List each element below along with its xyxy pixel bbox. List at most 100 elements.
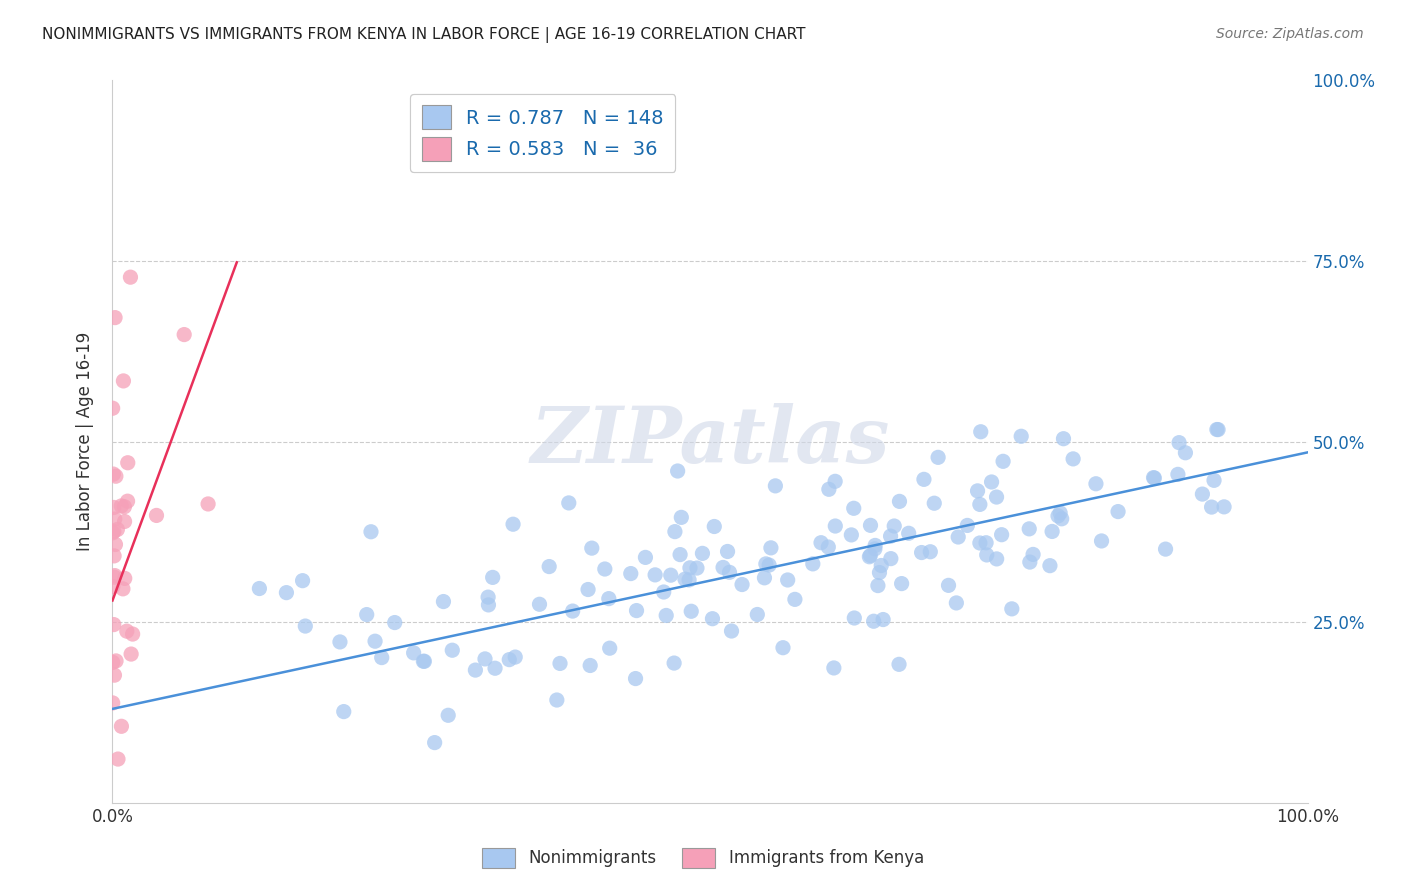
Point [105,654,128,668]
Point [579,658,602,673]
Point [801,557,824,571]
Legend: Nonimmigrants, Immigrants from Kenya: Nonimmigrants, Immigrants from Kenya [475,841,931,875]
Point [1154,542,1177,557]
Point [561,604,583,618]
Point [969,497,991,511]
Point [145,508,167,523]
Point [922,496,945,510]
Point [481,570,503,584]
Point [810,535,832,549]
Point [529,597,551,611]
Point [1018,522,1040,536]
Point [1047,508,1070,523]
Point [1050,512,1073,526]
Point [920,545,942,559]
Point [1090,533,1112,548]
Point [818,483,841,497]
Point [117,456,139,470]
Point [948,530,970,544]
Point [969,536,991,550]
Point [702,612,724,626]
Point [673,572,696,586]
Point [662,656,685,670]
Point [546,693,568,707]
Point [927,450,949,465]
Point [862,614,884,628]
Point [889,494,911,508]
Point [664,524,686,539]
Point [477,598,499,612]
Point [1084,476,1107,491]
Point [558,496,581,510]
Point [502,517,524,532]
Point [120,270,142,285]
Point [783,592,806,607]
Point [111,582,134,596]
Point [101,656,124,670]
Point [114,515,136,529]
Point [105,523,128,537]
Point [1052,432,1074,446]
Point [294,619,316,633]
Point [686,561,709,575]
Point [498,653,520,667]
Point [1039,558,1062,573]
Point [652,585,675,599]
Point [703,519,725,533]
Point [759,541,782,555]
Point [655,608,678,623]
Y-axis label: In Labor Force | Age 16-19: In Labor Force | Age 16-19 [76,332,94,551]
Point [503,650,526,665]
Point [720,624,742,638]
Point [776,573,799,587]
Point [364,634,387,648]
Point [1191,487,1213,501]
Point [866,578,889,592]
Point [945,596,967,610]
Point [883,519,905,533]
Text: Source: ZipAtlas.com: Source: ZipAtlas.com [1216,27,1364,41]
Point [991,454,1014,468]
Point [329,635,352,649]
Point [110,499,132,513]
Point [976,548,998,562]
Point [863,538,886,552]
Point [1010,429,1032,443]
Point [870,558,893,573]
Text: NONIMMIGRANTS VS IMMIGRANTS FROM KENYA IN LABOR FORCE | AGE 16-19 CORRELATION CH: NONIMMIGRANTS VS IMMIGRANTS FROM KENYA I… [42,27,806,43]
Point [912,472,935,486]
Point [332,705,354,719]
Point [731,577,754,591]
Point [107,752,129,766]
Point [711,560,734,574]
Point [581,541,603,556]
Point [897,526,920,541]
Point [1202,474,1225,488]
Point [117,494,139,508]
Point [858,549,880,564]
Point [755,557,778,571]
Point [101,696,124,710]
Point [114,571,136,585]
Point [872,613,894,627]
Point [678,573,700,587]
Point [477,590,499,604]
Point [247,582,270,596]
Point [880,551,903,566]
Point [103,668,125,682]
Point [910,545,932,559]
Point [370,650,392,665]
Point [986,552,1008,566]
Point [115,624,138,639]
Point [441,643,464,657]
Point [644,567,666,582]
Point [1168,435,1191,450]
Point [103,500,125,515]
Point [824,519,846,533]
Point [1201,500,1223,514]
Point [103,467,125,481]
Point [974,535,997,549]
Point [1205,423,1227,437]
Point [291,574,314,588]
Point [718,566,741,580]
